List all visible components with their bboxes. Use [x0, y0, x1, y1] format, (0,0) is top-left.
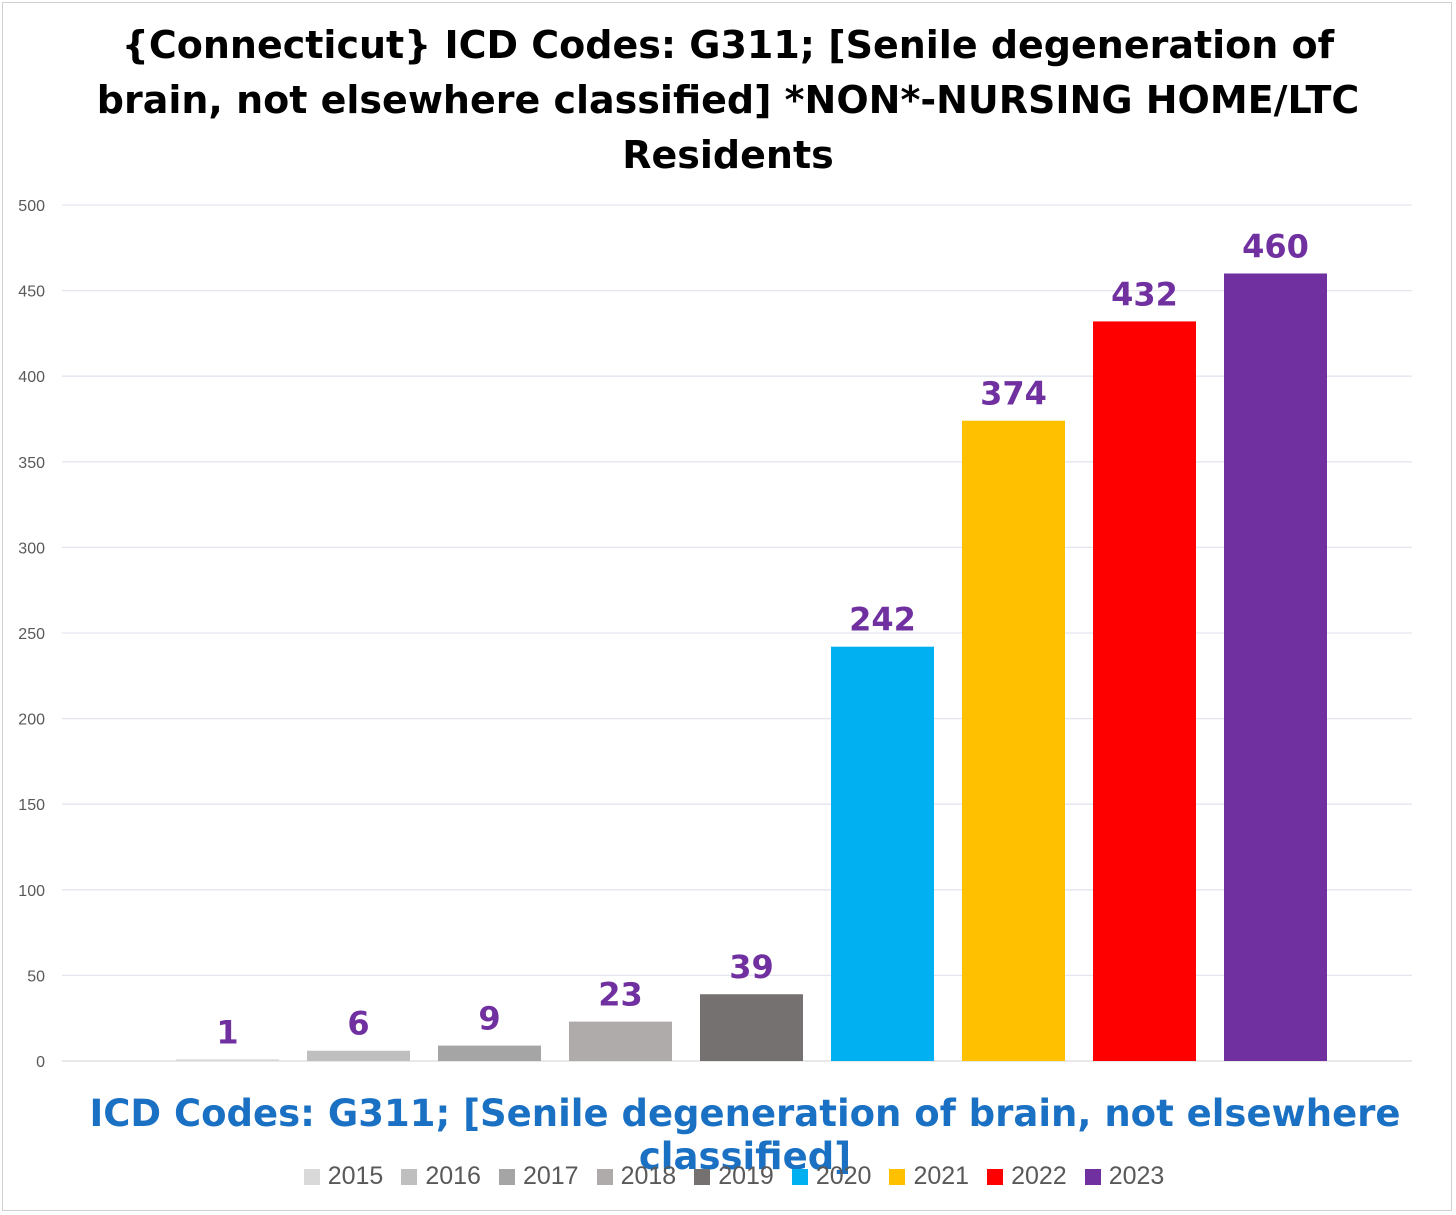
y-tick-label: 150: [18, 797, 45, 814]
data-labels: 1 6 9 23 39 242 374 432 460: [216, 227, 1309, 1051]
legend-label: 2022: [1011, 1162, 1067, 1190]
y-tick-label: 50: [27, 968, 45, 985]
legend-swatch: [694, 1168, 711, 1185]
legend-item-2023: 2023: [1084, 1162, 1165, 1191]
data-label-2020: 242: [849, 601, 916, 639]
chart-title: {Connecticut} ICD Codes: G311; [Senile d…: [0, 18, 1456, 183]
legend-swatch: [401, 1168, 418, 1185]
legend-label: 2018: [620, 1162, 677, 1190]
data-label-2022: 432: [1111, 275, 1178, 313]
y-axis-ticks: 0 50 100 150 200 250 300 350 400 450 500: [18, 198, 45, 1071]
legend-swatch: [791, 1168, 808, 1185]
bar-2016: [307, 1050, 410, 1061]
data-label-2015: 1: [216, 1013, 238, 1051]
x-axis-label: ICD Codes: G311; [Senile degeneration of…: [89, 1092, 1401, 1178]
legend-swatch: [1084, 1168, 1101, 1185]
legend-item-2021: 2021: [889, 1162, 969, 1191]
legend-swatch: [596, 1168, 613, 1185]
y-tick-label: 0: [36, 1054, 45, 1071]
legend-label: 2016: [425, 1162, 481, 1190]
y-tick-label: 500: [18, 198, 45, 215]
legend-label: 2020: [815, 1162, 872, 1190]
legend-item-2018: 2018: [596, 1162, 677, 1191]
legend-item-2015: 2015: [303, 1162, 384, 1191]
bar-2023: [1224, 273, 1327, 1062]
chart-title-line-2: brain, not elsewhere classified] *NON*-N…: [96, 78, 1360, 122]
bar-2019: [700, 994, 803, 1061]
legend-label: 2023: [1108, 1162, 1165, 1190]
legend-label: 2015: [327, 1162, 384, 1190]
legend-item-2019: 2019: [694, 1162, 774, 1191]
bars: [176, 273, 1327, 1062]
chart-title-line-1: {Connecticut} ICD Codes: G311; [Senile d…: [121, 23, 1335, 67]
legend-swatch: [303, 1168, 320, 1185]
chart-title-line-3: Residents: [622, 133, 834, 177]
legend-swatch: [498, 1168, 515, 1185]
legend-label: 2019: [718, 1162, 774, 1190]
bar-2020: [831, 646, 934, 1061]
bar-2015: [176, 1059, 279, 1061]
data-label-2016: 6: [347, 1005, 369, 1043]
gridlines: [62, 204, 1412, 1062]
bar-2021: [962, 420, 1065, 1061]
legend-swatch: [889, 1168, 906, 1185]
bar-2022: [1093, 321, 1196, 1061]
legend-label: 2021: [913, 1162, 970, 1190]
legend: 2015 2016 2017 2018 2019 2020 2021 2022 2023: [0, 1162, 1456, 1191]
data-label-2018: 23: [598, 976, 643, 1014]
data-label-2021: 374: [980, 375, 1047, 413]
data-label-2023: 460: [1242, 227, 1309, 265]
bar-2017: [438, 1045, 541, 1061]
data-label-2019: 39: [729, 948, 774, 986]
legend-item-2020: 2020: [791, 1162, 872, 1191]
data-label-2017: 9: [478, 1000, 500, 1038]
y-tick-label: 250: [18, 626, 45, 643]
legend-item-2016: 2016: [401, 1162, 481, 1191]
y-tick-label: 200: [18, 712, 45, 729]
y-tick-label: 300: [18, 540, 45, 557]
legend-label: 2017: [522, 1162, 579, 1190]
legend-item-2022: 2022: [987, 1162, 1067, 1191]
legend-item-2017: 2017: [498, 1162, 579, 1191]
y-tick-label: 350: [18, 455, 45, 472]
y-tick-label: 100: [18, 883, 45, 900]
y-tick-label: 450: [18, 284, 45, 301]
bar-2018: [569, 1021, 672, 1061]
legend-swatch: [987, 1168, 1004, 1185]
y-tick-label: 400: [18, 369, 45, 386]
